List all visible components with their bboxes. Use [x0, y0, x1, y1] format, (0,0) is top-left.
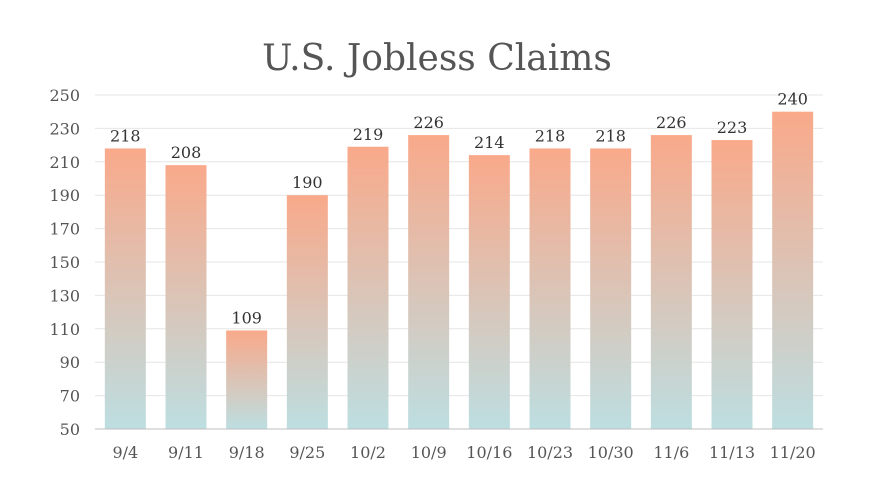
y-tick-label: 90	[60, 353, 80, 372]
bar	[286, 195, 328, 429]
data-label: 219	[353, 125, 384, 144]
x-axis-ticks: 9/4 9/11 9/18 9/25 10/2 10/9 10/16 10/23 10/30 11…	[112, 443, 815, 462]
bar	[347, 146, 389, 429]
data-label: 218	[110, 126, 141, 145]
data-label: 208	[171, 143, 202, 162]
data-label: 218	[535, 126, 566, 145]
data-labels: 218 208 109 190 219 226 214 218 218 226 223 240	[110, 90, 808, 328]
y-tick-label: 190	[49, 186, 80, 205]
bar	[772, 111, 814, 429]
bar	[529, 148, 571, 429]
y-tick-label: 130	[49, 286, 80, 305]
gridlines	[95, 94, 823, 397]
x-tick-label: 10/2	[350, 443, 386, 462]
y-axis-ticks: 50 70 90 110 130 150 170 190 210 230 250	[49, 86, 80, 439]
y-tick-label: 70	[60, 387, 80, 406]
y-tick-label: 110	[49, 320, 80, 339]
bar	[468, 155, 510, 429]
bar	[711, 140, 753, 429]
bar	[165, 165, 207, 429]
data-label: 214	[474, 133, 505, 152]
bar	[226, 330, 268, 429]
bars	[104, 111, 814, 429]
bar	[650, 135, 692, 429]
y-tick-label: 250	[49, 86, 80, 105]
data-label: 240	[777, 90, 808, 109]
data-label: 226	[656, 113, 687, 132]
y-tick-label: 150	[49, 253, 80, 272]
x-tick-label: 10/16	[466, 443, 512, 462]
x-tick-label: 11/6	[653, 443, 689, 462]
x-tick-label: 10/23	[527, 443, 573, 462]
bar	[408, 135, 450, 429]
x-tick-label: 10/9	[411, 443, 447, 462]
x-tick-label: 9/18	[229, 443, 265, 462]
x-tick-label: 10/30	[588, 443, 634, 462]
x-tick-label: 9/4	[112, 443, 138, 462]
chart-title: U.S. Jobless Claims	[262, 38, 612, 79]
bar	[590, 148, 632, 429]
x-tick-label: 9/11	[168, 443, 204, 462]
data-label: 190	[292, 173, 323, 192]
x-tick-label: 9/25	[289, 443, 325, 462]
bar	[104, 148, 146, 429]
data-label: 109	[231, 308, 262, 327]
y-tick-label: 230	[49, 119, 80, 138]
x-tick-label: 11/20	[770, 443, 816, 462]
data-label: 218	[595, 126, 626, 145]
data-label: 226	[413, 113, 444, 132]
y-tick-label: 210	[49, 153, 80, 172]
y-tick-label: 170	[49, 220, 80, 239]
data-label: 223	[717, 118, 748, 137]
x-tick-label: 11/13	[709, 443, 755, 462]
y-tick-label: 50	[60, 420, 80, 439]
